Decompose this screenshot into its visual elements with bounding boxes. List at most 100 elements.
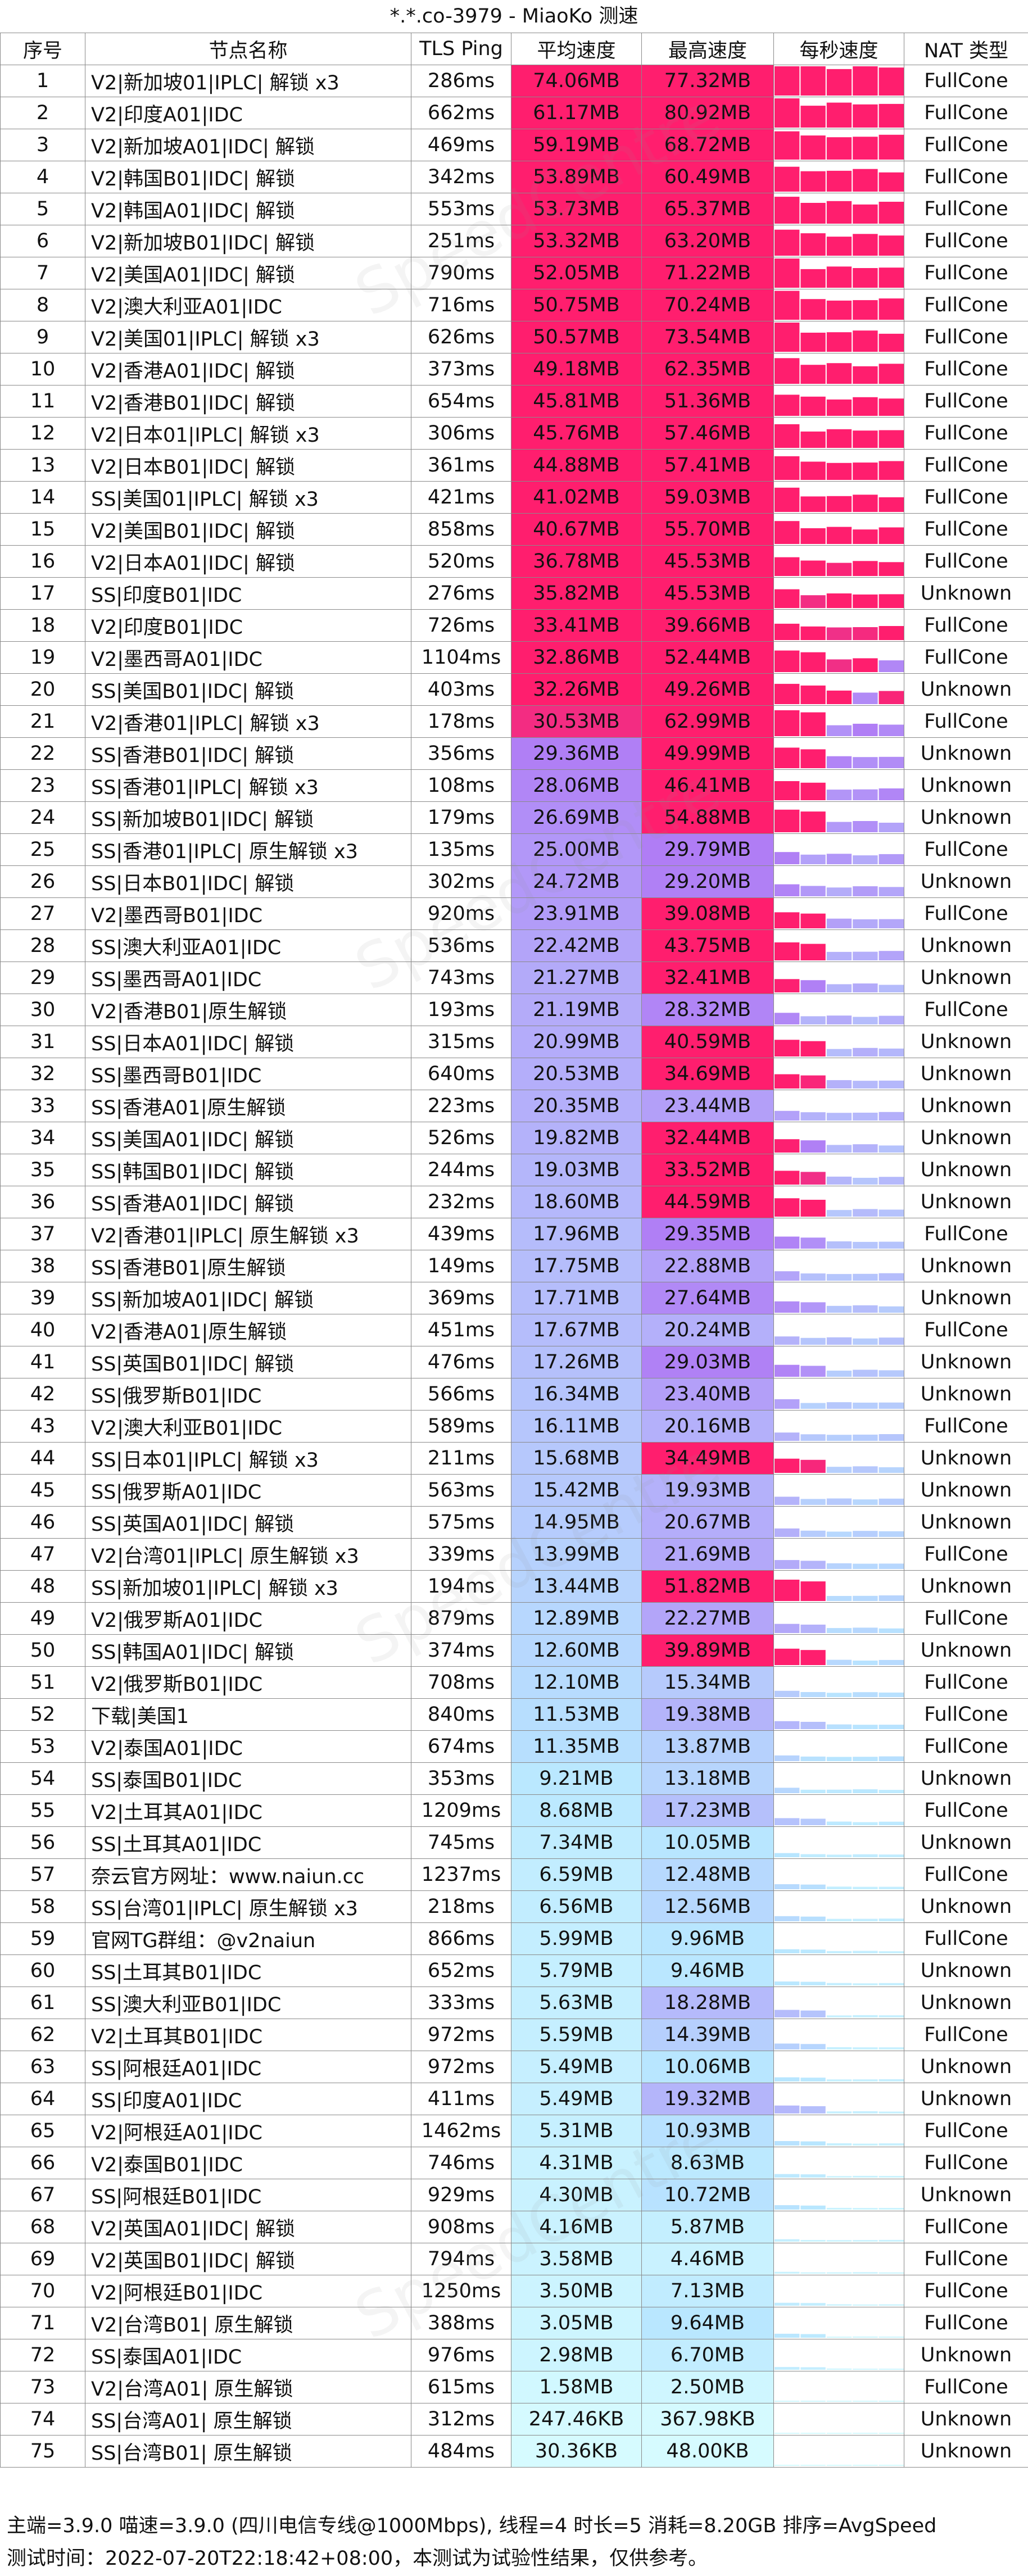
table-row[interactable]: 58 SS|台湾01|IPLC| 原生解锁 x3 218ms 6.56MB 12.56M…	[0, 1890, 1028, 1923]
table-row[interactable]: 47 V2|台湾01|IPLC| 原生解锁 x3 339ms 13.99MB 21.69…	[0, 1538, 1028, 1571]
table-row[interactable]: 26 SS|日本B01|IDC| 解锁 302ms 24.72MB 29.20MB Unk…	[0, 865, 1028, 898]
tls-ping: 339ms	[411, 1538, 511, 1571]
table-row[interactable]: 27 V2|墨西哥B01|IDC 920ms 23.91MB 39.08MB FullCo…	[0, 897, 1028, 930]
table-row[interactable]: 18 V2|印度B01|IDC 726ms 33.41MB 39.66MB FullCon…	[0, 609, 1028, 642]
sparkline-bar	[775, 2333, 800, 2338]
table-row[interactable]: 23 SS|香港01|IPLC| 解锁 x3 108ms 28.06MB 46.41MB…	[0, 769, 1028, 802]
table-row[interactable]: 38 SS|香港B01|原生解锁 149ms 17.75MB 22.88MB Unknow…	[0, 1250, 1028, 1282]
table-row[interactable]: 30 V2|香港B01|原生解锁 193ms 21.19MB 28.32MB FullCo…	[0, 994, 1028, 1026]
table-row[interactable]: 19 V2|墨西哥A01|IDC 1104ms 32.86MB 52.44MB FullC…	[0, 641, 1028, 674]
table-row[interactable]: 21 V2|香港01|IPLC| 解锁 x3 178ms 30.53MB 62.99MB…	[0, 705, 1028, 738]
table-row[interactable]: 45 SS|俄罗斯A01|IDC 563ms 15.42MB 19.93MB Unknow…	[0, 1474, 1028, 1507]
table-row[interactable]: 48 SS|新加坡01|IPLC| 解锁 x3 194ms 13.44MB 51.82M…	[0, 1570, 1028, 1603]
table-row[interactable]: 11 V2|香港B01|IDC| 解锁 654ms 45.81MB 51.36MB Ful…	[0, 385, 1028, 418]
table-row[interactable]: 62 V2|土耳其B01|IDC 972ms 5.59MB 14.39MB FullCon…	[0, 2019, 1028, 2051]
sparkline-chart	[775, 521, 904, 544]
table-row[interactable]: 40 V2|香港A01|原生解锁 451ms 17.67MB 20.24MB FullCo…	[0, 1314, 1028, 1346]
table-row[interactable]: 28 SS|澳大利亚A01|IDC 536ms 22.42MB 43.75MB Unkno…	[0, 929, 1028, 962]
table-row[interactable]: 6 V2|新加坡B01|IDC| 解锁 251ms 53.32MB 63.20MB Ful…	[0, 225, 1028, 257]
table-row[interactable]: 44 SS|日本01|IPLC| 解锁 x3 211ms 15.68MB 34.49MB…	[0, 1442, 1028, 1475]
col-header-per-second-speed[interactable]: 每秒速度	[773, 33, 904, 65]
tls-ping: 353ms	[411, 1762, 511, 1795]
col-header-max-speed[interactable]: 最高速度	[641, 33, 774, 65]
table-row[interactable]: 31 SS|日本A01|IDC| 解锁 315ms 20.99MB 40.59MB Unk…	[0, 1026, 1028, 1058]
table-row[interactable]: 34 SS|美国A01|IDC| 解锁 526ms 19.82MB 32.44MB Unk…	[0, 1122, 1028, 1154]
table-row[interactable]: 29 SS|墨西哥A01|IDC 743ms 21.27MB 32.41MB Unknow…	[0, 962, 1028, 994]
table-row[interactable]: 43 V2|澳大利亚B01|IDC 589ms 16.11MB 20.16MB FullC…	[0, 1410, 1028, 1443]
avg-speed: 25.00MB	[511, 833, 642, 866]
table-row[interactable]: 42 SS|俄罗斯B01|IDC 566ms 16.34MB 23.40MB Unknow…	[0, 1378, 1028, 1411]
table-row[interactable]: 12 V2|日本01|IPLC| 解锁 x3 306ms 45.76MB 57.46MB…	[0, 417, 1028, 450]
table-row[interactable]: 46 SS|英国A01|IDC| 解锁 575ms 14.95MB 20.67MB Unk…	[0, 1506, 1028, 1539]
table-row[interactable]: 35 SS|韩国B01|IDC| 解锁 244ms 19.03MB 33.52MB Unk…	[0, 1154, 1028, 1186]
table-row[interactable]: 49 V2|俄罗斯A01|IDC 879ms 12.89MB 22.27MB FullCo…	[0, 1602, 1028, 1635]
table-row[interactable]: 20 SS|美国B01|IDC| 解锁 403ms 32.26MB 49.26MB Unk…	[0, 673, 1028, 706]
table-row[interactable]: 36 SS|香港A01|IDC| 解锁 232ms 18.60MB 44.59MB Unk…	[0, 1186, 1028, 1218]
table-row[interactable]: 50 SS|韩国A01|IDC| 解锁 374ms 12.60MB 39.89MB Unk…	[0, 1634, 1028, 1667]
table-row[interactable]: 71 V2|台湾B01| 原生解锁 388ms 3.05MB 9.64MB FullCon…	[0, 2307, 1028, 2339]
table-row[interactable]: 39 SS|新加坡A01|IDC| 解锁 369ms 17.71MB 27.64MB Un…	[0, 1282, 1028, 1314]
sparkline-bar	[878, 333, 904, 352]
col-header-node-name[interactable]: 节点名称	[85, 33, 411, 65]
table-row[interactable]: 60 SS|土耳其B01|IDC 652ms 5.79MB 9.46MB Unknown	[0, 1954, 1028, 1987]
col-header-nat-type[interactable]: NAT 类型	[904, 33, 1028, 65]
table-row[interactable]: 74 SS|台湾A01| 原生解锁 312ms 247.46KB 367.98KB Unk…	[0, 2403, 1028, 2436]
table-row[interactable]: 2 V2|印度A01|IDC 662ms 61.17MB 80.92MB FullCone	[0, 97, 1028, 129]
table-row[interactable]: 16 V2|日本A01|IDC| 解锁 520ms 36.78MB 45.53MB Ful…	[0, 545, 1028, 578]
node-name: SS|香港B01|IDC| 解锁	[85, 737, 411, 770]
table-row[interactable]: 33 SS|香港A01|原生解锁 223ms 20.35MB 23.44MB Unknow…	[0, 1090, 1028, 1122]
table-row[interactable]: 73 V2|台湾A01| 原生解锁 615ms 1.58MB 2.50MB FullCon…	[0, 2371, 1028, 2403]
table-row[interactable]: 4 V2|韩国B01|IDC| 解锁 342ms 53.89MB 60.49MB Full…	[0, 161, 1028, 193]
table-row[interactable]: 8 V2|澳大利亚A01|IDC 716ms 50.75MB 70.24MB FullCo…	[0, 289, 1028, 321]
sparkline-bar	[853, 1241, 878, 1249]
sparkline-bar	[878, 1790, 904, 1793]
table-row[interactable]: 59 官网TG群组：@v2naiun 866ms 5.99MB 9.96MB FullCo…	[0, 1922, 1028, 1955]
table-row[interactable]: 5 V2|韩国A01|IDC| 解锁 553ms 53.73MB 65.37MB Full…	[0, 193, 1028, 225]
table-row[interactable]: 7 V2|美国A01|IDC| 解锁 790ms 52.05MB 71.22MB Full…	[0, 257, 1028, 289]
table-row[interactable]: 67 SS|阿根廷B01|IDC 929ms 4.30MB 10.72MB Unknown	[0, 2179, 1028, 2211]
sparkline-bar	[853, 1403, 878, 1409]
table-row[interactable]: 14 SS|美国01|IPLC| 解锁 x3 421ms 41.02MB 59.03MB…	[0, 481, 1028, 514]
table-row[interactable]: 51 V2|俄罗斯B01|IDC 708ms 12.10MB 15.34MB FullCo…	[0, 1666, 1028, 1699]
table-row[interactable]: 56 SS|土耳其A01|IDC 745ms 7.34MB 10.05MB Unknown	[0, 1826, 1028, 1859]
table-row[interactable]: 69 V2|英国B01|IDC| 解锁 794ms 3.58MB 4.46MB FullC…	[0, 2243, 1028, 2275]
table-row[interactable]: 15 V2|美国B01|IDC| 解锁 858ms 40.67MB 55.70MB Ful…	[0, 513, 1028, 546]
table-row[interactable]: 25 SS|香港01|IPLC| 原生解锁 x3 135ms 25.00MB 29.79…	[0, 833, 1028, 866]
node-name: V2|香港B01|原生解锁	[85, 994, 411, 1026]
table-row[interactable]: 68 V2|英国A01|IDC| 解锁 908ms 4.16MB 5.87MB FullC…	[0, 2211, 1028, 2243]
sparkline-bar	[826, 1628, 852, 1633]
table-row[interactable]: 10 V2|香港A01|IDC| 解锁 373ms 49.18MB 62.35MB Ful…	[0, 353, 1028, 386]
per-second-sparkline	[773, 1058, 904, 1090]
table-row[interactable]: 9 V2|美国01|IPLC| 解锁 x3 626ms 50.57MB 73.54MB F…	[0, 321, 1028, 353]
table-row[interactable]: 22 SS|香港B01|IDC| 解锁 356ms 29.36MB 49.99MB Unk…	[0, 737, 1028, 770]
table-row[interactable]: 52 下载|美国1 840ms 11.53MB 19.38MB FullCone	[0, 1698, 1028, 1731]
table-row[interactable]: 70 V2|阿根廷B01|IDC 1250ms 3.50MB 7.13MB FullCon…	[0, 2275, 1028, 2307]
table-row[interactable]: 63 SS|阿根廷A01|IDC 972ms 5.49MB 10.06MB Unknown	[0, 2051, 1028, 2083]
table-row[interactable]: 1 V2|新加坡01|IPLC| 解锁 x3 286ms 74.06MB 77.32MB…	[0, 65, 1028, 97]
sparkline-bar	[775, 521, 800, 544]
table-row[interactable]: 53 V2|泰国A01|IDC 674ms 11.35MB 13.87MB FullCon…	[0, 1730, 1028, 1763]
table-row[interactable]: 66 V2|泰国B01|IDC 746ms 4.31MB 8.63MB FullCone	[0, 2147, 1028, 2179]
table-row[interactable]: 64 SS|印度A01|IDC 411ms 5.49MB 19.32MB Unknown	[0, 2083, 1028, 2115]
col-header-index[interactable]: 序号	[0, 33, 85, 65]
table-row[interactable]: 72 SS|泰国A01|IDC 976ms 2.98MB 6.70MB Unknown	[0, 2339, 1028, 2371]
col-header-tls-ping[interactable]: TLS Ping	[411, 33, 511, 65]
col-header-avg-speed[interactable]: 平均速度	[511, 33, 642, 65]
sparkline-bar	[775, 1916, 800, 1921]
table-row[interactable]: 3 V2|新加坡A01|IDC| 解锁 469ms 59.19MB 68.72MB Ful…	[0, 129, 1028, 161]
table-row[interactable]: 37 V2|香港01|IPLC| 原生解锁 x3 439ms 17.96MB 29.35…	[0, 1218, 1028, 1250]
table-row[interactable]: 57 奈云官方网址：www.naiun.cc 1237ms 6.59MB 12.48MB…	[0, 1858, 1028, 1891]
table-row[interactable]: 24 SS|新加坡B01|IDC| 解锁 179ms 26.69MB 54.88MB Un…	[0, 801, 1028, 834]
table-row[interactable]: 75 SS|台湾B01| 原生解锁 484ms 30.36KB 48.00KB Unkno…	[0, 2435, 1028, 2468]
table-row[interactable]: 55 V2|土耳其A01|IDC 1209ms 8.68MB 17.23MB FullCo…	[0, 1794, 1028, 1827]
table-row[interactable]: 65 V2|阿根廷A01|IDC 1462ms 5.31MB 10.93MB FullCo…	[0, 2115, 1028, 2147]
table-row[interactable]: 54 SS|泰国B01|IDC 353ms 9.21MB 13.18MB Unknown	[0, 1762, 1028, 1795]
table-row[interactable]: 61 SS|澳大利亚B01|IDC 333ms 5.63MB 18.28MB Unknow…	[0, 1987, 1028, 2019]
nat-type: Unknown	[904, 1090, 1028, 1122]
table-header-row: 序号 节点名称 TLS Ping 平均速度 最高速度 每秒速度 NAT 类型	[0, 33, 1028, 65]
table-row[interactable]: 13 V2|日本B01|IDC| 解锁 361ms 44.88MB 57.41MB Ful…	[0, 449, 1028, 482]
sparkline-bar	[826, 332, 852, 352]
table-row[interactable]: 41 SS|英国B01|IDC| 解锁 476ms 17.26MB 29.03MB Unk…	[0, 1346, 1028, 1378]
table-row[interactable]: 32 SS|墨西哥B01|IDC 640ms 20.53MB 34.69MB Unknow…	[0, 1058, 1028, 1090]
table-row[interactable]: 17 SS|印度B01|IDC 276ms 35.82MB 45.53MB Unknown	[0, 577, 1028, 610]
